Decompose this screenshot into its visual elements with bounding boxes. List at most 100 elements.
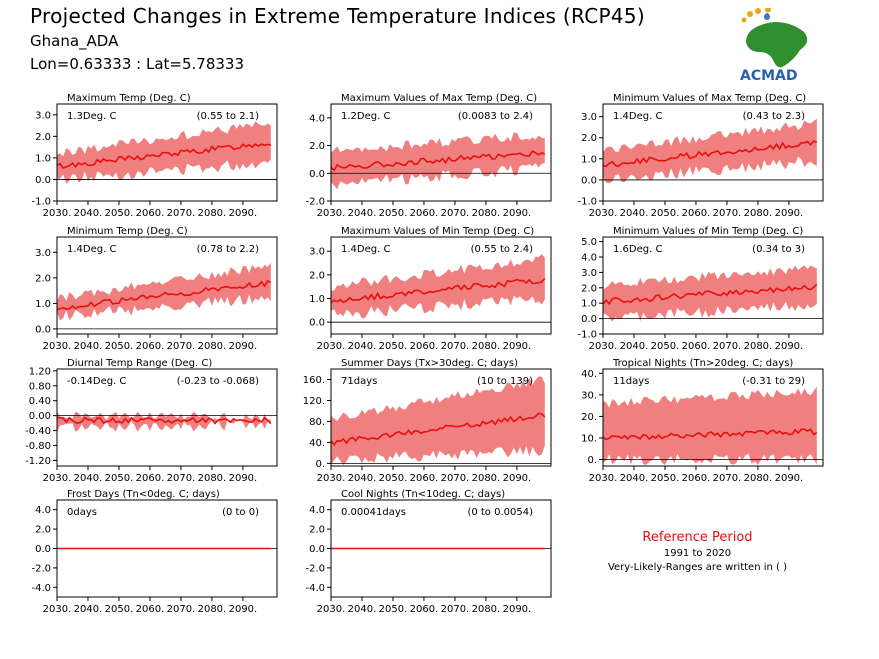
chart-likely-range: (0.55 to 2.1) — [197, 111, 259, 122]
likely-range-band — [603, 386, 817, 465]
chart-summary-value: 0.00041days — [341, 507, 406, 518]
mean-change-line — [602, 283, 818, 306]
y-tick-label: 3.0 — [581, 112, 597, 123]
x-tick-label: 2040. — [620, 208, 649, 219]
x-tick-label: 2090. — [503, 604, 532, 615]
y-tick-label: 2.0 — [35, 273, 51, 284]
y-tick-label: 3.0 — [309, 247, 325, 258]
x-tick-label: 2080. — [472, 208, 501, 219]
plot-frame — [56, 103, 278, 202]
plot-frame — [602, 103, 824, 202]
y-tick-label: 1.0 — [581, 154, 597, 165]
chart-title: Summer Days (Tx>30deg. C; days) — [341, 358, 518, 369]
chart-summary-value: 71days — [341, 376, 377, 387]
y-tick-label: 40. — [309, 438, 325, 449]
chart-likely-range: (0 to 0) — [222, 507, 259, 518]
x-tick-label: 2050. — [105, 604, 134, 615]
chart-likely-range: (0.0083 to 2.4) — [458, 111, 533, 122]
reference-note: Very-Likely-Ranges are written in ( ) — [607, 562, 788, 573]
x-tick-label: 2080. — [472, 604, 501, 615]
x-tick-label: 2040. — [620, 473, 649, 484]
y-tick-label: 0.40 — [29, 396, 51, 407]
chart-likely-range: (-0.31 to 29) — [742, 376, 805, 387]
x-tick-label: 2080. — [472, 473, 501, 484]
mean-change-line — [56, 416, 272, 425]
y-tick-label: 80. — [309, 417, 325, 428]
y-tick-label: 2.0 — [35, 525, 51, 536]
x-tick-label: 2070. — [167, 604, 196, 615]
x-tick-label: 2080. — [198, 208, 227, 219]
x-tick-label: 2030. — [589, 473, 618, 484]
x-tick-label: 2090. — [229, 208, 258, 219]
x-tick-label: 2040. — [348, 341, 377, 352]
chart-title: Diurnal Temp Range (Deg. C) — [67, 358, 212, 369]
likely-range-band — [331, 132, 545, 190]
y-tick-label: 120. — [303, 396, 325, 407]
x-tick-label: 2070. — [713, 473, 742, 484]
y-tick-label: 0.0 — [309, 318, 325, 329]
likely-range-band — [603, 265, 817, 322]
chart-panel: 0.10.20.30.40.2030. 2040. 2050. 2060. 2070. 2… — [581, 358, 824, 484]
x-tick-label: 2080. — [744, 208, 773, 219]
y-tick-label: 1.0 — [581, 299, 597, 310]
x-tick-label: 2050. — [379, 208, 408, 219]
x-tick-label: 2070. — [441, 208, 470, 219]
chart-title: Tropical Nights (Tn>20deg. C; days) — [612, 358, 793, 369]
chart-panel: -1.0 0.0 1.0 2.0 3.0 2030. 2040. 2050. 2060. 2070… — [577, 93, 824, 219]
chart-panel: -1.0 0.0 1.0 2.0 3.0 4.0 5.0 2030. 2040. 2050. 206… — [577, 226, 824, 352]
x-tick-label: 2050. — [379, 604, 408, 615]
y-tick-label: 0.0 — [35, 544, 51, 555]
x-tick-label: 2070. — [441, 341, 470, 352]
y-tick-label: 20. — [581, 412, 597, 423]
y-tick-label: 3.0 — [35, 248, 51, 259]
y-tick-label: -0.80 — [25, 441, 51, 452]
x-tick-label: 2030. — [43, 341, 72, 352]
x-tick-label: 2080. — [198, 473, 227, 484]
x-tick-label: 2060. — [136, 473, 165, 484]
x-tick-label: 2070. — [441, 473, 470, 484]
x-tick-label: 2030. — [589, 208, 618, 219]
plot-frame — [330, 103, 552, 202]
x-tick-label: 2030. — [317, 473, 346, 484]
x-tick-label: 2030. — [43, 604, 72, 615]
x-tick-label: 2060. — [410, 604, 439, 615]
chart-likely-range: (0.55 to 2.4) — [471, 244, 533, 255]
y-tick-label: 4.0 — [581, 253, 597, 264]
chart-panel: 0.0 1.0 2.0 3.0 2030. 2040. 2050. 2060. 2070. 208… — [35, 226, 278, 352]
x-tick-label: 2080. — [744, 341, 773, 352]
x-tick-label: 2080. — [472, 341, 501, 352]
likely-range-band — [331, 254, 545, 319]
location-name: Ghana_ADA — [30, 32, 119, 50]
plot-frame — [56, 499, 278, 598]
x-tick-label: 2070. — [713, 341, 742, 352]
x-tick-label: 2040. — [620, 341, 649, 352]
mean-change-line — [602, 428, 818, 441]
x-tick-label: 2090. — [775, 473, 804, 484]
chart-title: Minimum Temp (Deg. C) — [67, 226, 188, 237]
chart-likely-range: (0 to 0.0054) — [467, 507, 533, 518]
x-tick-label: 2070. — [167, 341, 196, 352]
x-tick-label: 2040. — [74, 208, 103, 219]
x-tick-label: 2060. — [410, 473, 439, 484]
x-tick-label: 2090. — [503, 473, 532, 484]
x-tick-label: 2060. — [136, 604, 165, 615]
x-tick-label: 2050. — [105, 341, 134, 352]
x-tick-label: 2090. — [229, 604, 258, 615]
plot-frame — [56, 236, 278, 335]
likely-range-band — [603, 118, 817, 184]
chart-likely-range: (10 to 139) — [477, 376, 533, 387]
location-coordinates: Lon=0.63333 : Lat=5.78333 — [30, 55, 244, 73]
y-tick-label: 30. — [581, 390, 597, 401]
x-tick-label: 2050. — [105, 208, 134, 219]
y-tick-label: -2.0 — [305, 563, 325, 574]
chart-likely-range: (0.34 to 3) — [752, 244, 805, 255]
chart-title: Cool Nights (Tn<10deg. C; days) — [341, 489, 505, 500]
chart-panel: -1.20 -0.80 -0.40 0.00 0.40 0.80 1.20 2030. 2040… — [25, 358, 278, 484]
x-tick-label: 2040. — [74, 341, 103, 352]
y-tick-label: 3.0 — [35, 110, 51, 121]
x-tick-label: 2060. — [136, 208, 165, 219]
likely-range-band — [57, 262, 271, 321]
chart-summary-value: -0.14Deg. C — [67, 376, 126, 387]
x-tick-label: 2050. — [105, 473, 134, 484]
